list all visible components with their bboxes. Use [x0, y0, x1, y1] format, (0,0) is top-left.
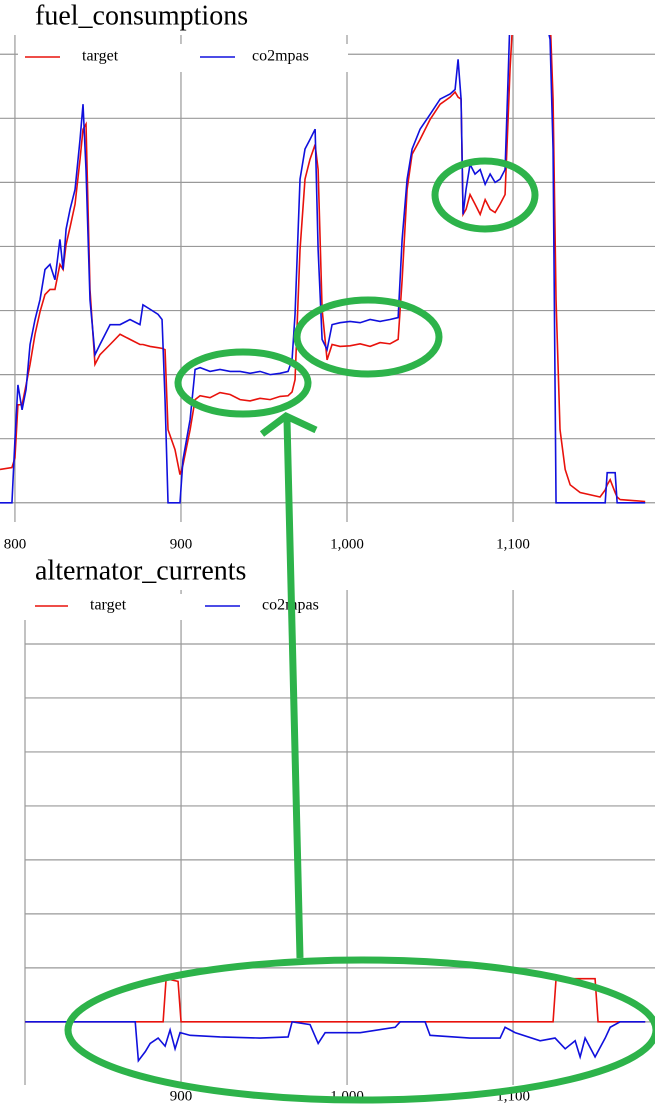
title-bg — [31, 1, 281, 33]
x-tick-label: 900 — [170, 1088, 193, 1104]
highlight-ellipse — [64, 956, 655, 1104]
highlight-ellipse — [431, 157, 539, 233]
annotations — [64, 157, 655, 1104]
x-tick-label: 1,000 — [330, 536, 364, 552]
legend-label: target — [82, 48, 119, 65]
x-tick-label: 800 — [4, 536, 27, 552]
data-line — [25, 1020, 646, 1063]
data-line — [0, 35, 646, 503]
data-line — [0, 35, 646, 504]
chart-title: fuel_consumptions — [35, 0, 248, 31]
chart-title: alternator_currents — [35, 555, 246, 586]
title-bg — [31, 556, 281, 588]
highlight-ellipse — [293, 296, 443, 378]
x-tick-label: 900 — [170, 536, 193, 552]
legend-label: target — [90, 597, 127, 614]
highlight-ellipse — [174, 348, 312, 418]
x-tick-label: 1,100 — [496, 536, 530, 552]
data-line — [25, 977, 646, 1023]
arrow — [259, 411, 318, 959]
legend-label: co2mpas — [252, 48, 309, 65]
chart: 800 900 1,000 1,100 target co2mpasfuel_consum… — [0, 0, 655, 552]
legend-box — [18, 44, 348, 72]
